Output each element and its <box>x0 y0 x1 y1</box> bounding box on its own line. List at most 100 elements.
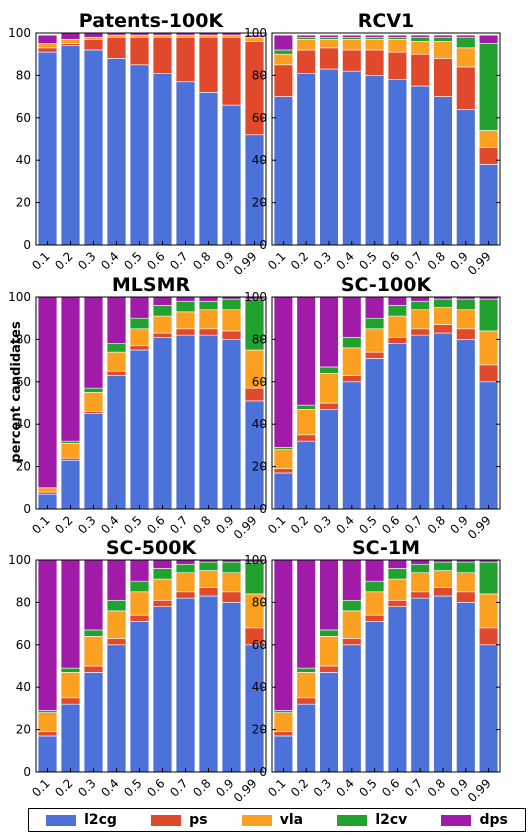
bar-segment-ps <box>387 599 408 607</box>
x-tick-label: 0.1 <box>265 249 288 272</box>
bar-segment-ps <box>273 468 294 474</box>
x-tick-label: 0.99 <box>465 513 494 542</box>
bar-segment-l2cg <box>198 92 219 246</box>
y-tick-label: 0 <box>259 238 267 252</box>
bar-segment-ps <box>129 36 150 66</box>
legend-item-vla: vla <box>241 812 303 828</box>
bar-segment-ps <box>60 697 81 705</box>
bar-segment-dps <box>342 296 362 338</box>
bar-segment-ps <box>175 328 196 336</box>
x-tick-label: 0.2 <box>288 249 311 272</box>
bar-segment-l2cv <box>456 561 476 574</box>
bar-segment-l2cv <box>83 629 104 637</box>
y-tick-label: 60 <box>252 111 267 125</box>
bar-segment-l2cv <box>106 343 127 353</box>
x-tick-label: 0.5 <box>121 513 144 536</box>
y-tick-label: 100 <box>8 553 31 567</box>
bar-segment-vla <box>83 392 104 412</box>
y-tick-label: 100 <box>244 290 267 304</box>
bar-segment-ps <box>175 36 196 83</box>
bar-segment-ps <box>456 328 476 340</box>
x-tick-label: 0.1 <box>29 249 52 272</box>
bar-segment-ps <box>478 147 499 165</box>
x-tick-label: 0.4 <box>98 249 121 272</box>
bar-segment-l2cv <box>106 599 127 612</box>
y-tick-label: 80 <box>252 595 267 609</box>
bar-segment-ps <box>296 434 316 442</box>
y-tick-label: 20 <box>16 196 31 210</box>
bar-segment-dps <box>273 34 294 51</box>
bar-segment-vla <box>129 328 150 347</box>
bar-segment-vla <box>456 47 476 68</box>
bar-segment-vla <box>387 578 408 601</box>
x-tick-label: 0.6 <box>379 249 402 272</box>
bar-segment-l2cv <box>433 561 453 571</box>
bar-segment-ps <box>83 411 104 414</box>
plot-frame <box>271 296 501 510</box>
bar-segment-dps <box>342 559 362 601</box>
legend-swatch <box>337 814 368 826</box>
bar-segment-vla <box>106 34 127 38</box>
x-tick-label: 0.99 <box>231 776 260 805</box>
bar-segment-vla <box>364 328 385 353</box>
x-tick-label: 0.4 <box>334 249 357 272</box>
bar-segment-l2cv <box>129 580 150 593</box>
bar-segment-l2cg <box>60 703 81 773</box>
x-tick-label: 0.8 <box>190 513 213 536</box>
bar-segment-l2cg <box>244 134 265 246</box>
bar-segment-l2cv <box>152 305 173 317</box>
bar-segment-ps <box>410 328 430 336</box>
bar-segment-dps <box>83 559 104 631</box>
bar-segment-l2cg <box>273 96 294 246</box>
x-tick-label: 0.8 <box>190 776 213 799</box>
y-tick-label: 40 <box>252 417 267 431</box>
bar-segment-vla <box>60 39 81 44</box>
x-tick-label: 0.8 <box>190 249 213 272</box>
bar-segment-l2cv <box>319 629 339 637</box>
bar-segment-l2cg <box>296 440 316 510</box>
legend-label: l2cv <box>375 812 408 828</box>
bar-segment-ps <box>319 665 339 673</box>
bar-segment-vla <box>221 309 242 332</box>
bar-segment-dps <box>175 559 196 565</box>
bar-segment-l2cg <box>410 85 430 246</box>
bar-segment-ps <box>433 587 453 597</box>
bar-segment-vla <box>106 351 127 372</box>
bar-segment-ps <box>433 58 453 97</box>
bar-segment-dps <box>433 34 453 38</box>
bar-segment-vla <box>198 309 219 330</box>
x-tick-label: 0.4 <box>334 776 357 799</box>
bar-segment-ps <box>410 591 430 599</box>
bar-segment-l2cg <box>342 70 362 246</box>
x-tick-label: 0.4 <box>98 513 121 536</box>
x-tick-label: 0.6 <box>144 249 167 272</box>
bar-segment-ps <box>342 49 362 72</box>
bar-segment-vla <box>152 315 173 334</box>
bar-segment-dps <box>106 559 127 601</box>
y-tick-label: 40 <box>16 417 31 431</box>
plot-frame <box>271 559 501 773</box>
bar-segment-dps <box>319 296 339 368</box>
bar-segment-ps <box>83 39 104 51</box>
bar-segment-dps <box>60 32 81 40</box>
bar-segment-ps <box>410 53 430 87</box>
x-tick-label: 0.4 <box>98 776 121 799</box>
bar-segment-dps <box>198 296 219 302</box>
bar-segment-l2cg <box>478 164 499 246</box>
bar-segment-l2cv <box>433 36 453 42</box>
bar-segment-vla <box>456 309 476 330</box>
bar-segment-dps <box>60 559 81 669</box>
bar-segment-dps <box>129 296 150 319</box>
bar-segment-ps <box>221 330 242 340</box>
bar-segment-l2cg <box>129 349 150 510</box>
bar-segment-l2cg <box>319 68 339 246</box>
bar-segment-dps <box>387 34 408 38</box>
bar-segment-ps <box>387 51 408 80</box>
bar-segment-ps <box>456 66 476 110</box>
bar-segment-vla <box>60 442 81 459</box>
bar-segment-dps <box>387 296 408 306</box>
y-tick-label: 100 <box>244 26 267 40</box>
bar-segment-dps <box>364 34 385 38</box>
bar-segment-l2cg <box>152 336 173 510</box>
bar-segment-vla <box>83 36 104 40</box>
